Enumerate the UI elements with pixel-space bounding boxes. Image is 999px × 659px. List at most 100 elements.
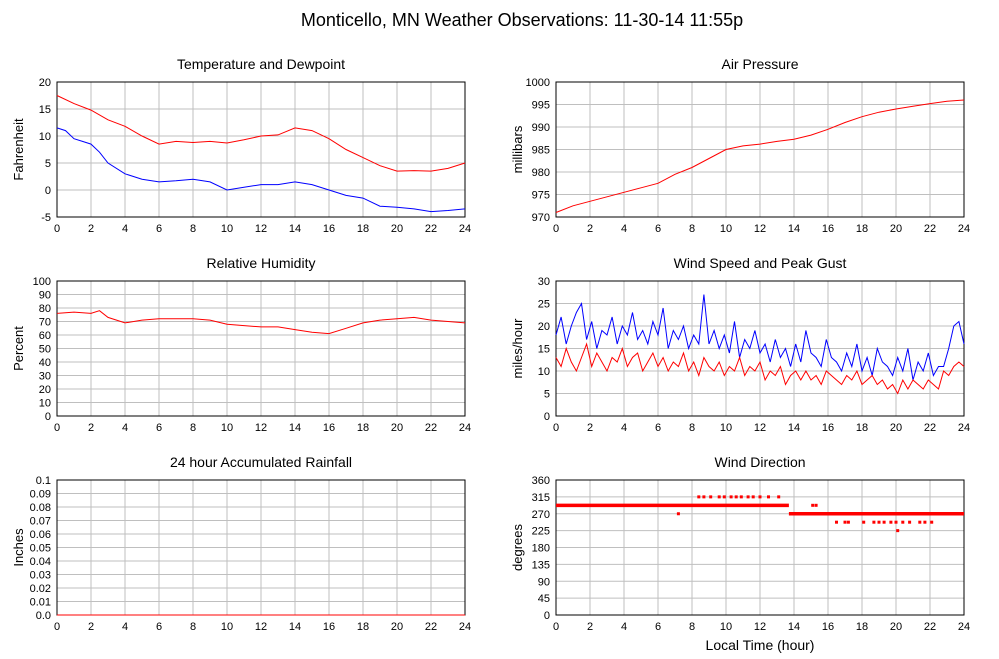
y-tick-label: 0.1	[36, 475, 51, 487]
y-tick-label: 10	[538, 366, 550, 378]
data-point	[709, 495, 713, 499]
x-tick-label: 4	[122, 621, 128, 633]
x-tick-label: 2	[88, 621, 94, 633]
x-tick-label: 18	[357, 422, 369, 434]
x-tick-label: 24	[459, 223, 471, 235]
chart-title: Wind Speed and Peak Gust	[674, 255, 847, 271]
data-point	[896, 529, 900, 533]
x-tick-label: 4	[621, 621, 627, 633]
y-tick-label: 10	[39, 398, 51, 410]
x-tick-label: 12	[255, 621, 267, 633]
data-point	[843, 520, 847, 524]
x-tick-label: 18	[856, 621, 868, 633]
y-tick-label: 15	[538, 344, 550, 356]
chart-title: Wind Direction	[714, 454, 805, 470]
x-tick-label: 12	[754, 621, 766, 633]
data-point	[746, 495, 750, 499]
x-tick-label: 22	[924, 621, 936, 633]
y-tick-label: 0.08	[30, 502, 51, 514]
x-tick-label: 10	[720, 422, 732, 434]
x-axis-label: Local Time (hour)	[706, 637, 815, 653]
y-tick-label: 20	[39, 384, 51, 396]
x-tick-label: 24	[958, 223, 970, 235]
data-point	[795, 512, 799, 516]
y-tick-label: 20	[538, 321, 550, 333]
series-red-line	[56, 310, 466, 335]
x-tick-label: 2	[88, 422, 94, 434]
chart-title: Temperature and Dewpoint	[177, 56, 345, 72]
data-point	[758, 495, 762, 499]
x-tick-label: 22	[425, 422, 437, 434]
y-tick-label: 360	[532, 475, 550, 487]
data-point	[739, 495, 743, 499]
x-tick-label: 10	[221, 621, 233, 633]
y-tick-label: 20	[39, 77, 51, 89]
y-tick-label: 0.01	[30, 597, 51, 609]
y-tick-label: 40	[39, 357, 51, 369]
y-tick-label: 0.03	[30, 570, 51, 582]
x-tick-label: 4	[621, 223, 627, 235]
y-axis-label: Fahrenheit	[11, 118, 26, 181]
x-tick-label: 22	[924, 223, 936, 235]
x-tick-label: 20	[890, 422, 902, 434]
x-tick-label: 16	[323, 621, 335, 633]
y-tick-label: 0.06	[30, 529, 51, 541]
x-tick-label: 12	[255, 223, 267, 235]
y-axis-label: degrees	[510, 524, 525, 571]
data-point	[702, 495, 706, 499]
y-tick-label: 225	[532, 526, 550, 538]
x-tick-label: 16	[323, 422, 335, 434]
chart-title: Relative Humidity	[207, 255, 316, 271]
series-blue-line	[555, 294, 965, 381]
x-tick-label: 6	[156, 223, 162, 235]
x-tick-label: 14	[289, 621, 301, 633]
x-tick-label: 16	[822, 422, 834, 434]
x-tick-label: 20	[391, 422, 403, 434]
data-point	[717, 495, 721, 499]
series-blue-line	[56, 127, 466, 213]
y-tick-label: 90	[538, 576, 550, 588]
y-axis-label: miles/hour	[510, 318, 525, 379]
data-point	[930, 520, 934, 524]
y-tick-label: 180	[532, 543, 550, 555]
y-tick-label: 15	[39, 104, 51, 116]
x-tick-label: 0	[553, 422, 559, 434]
x-tick-label: 0	[553, 621, 559, 633]
data-point	[918, 520, 922, 524]
y-axis-label: Inches	[11, 528, 26, 567]
x-tick-label: 2	[88, 223, 94, 235]
y-tick-label: 30	[39, 371, 51, 383]
x-tick-label: 18	[856, 223, 868, 235]
data-point	[923, 520, 927, 524]
x-tick-label: 12	[754, 422, 766, 434]
y-tick-label: -5	[41, 212, 51, 224]
x-tick-label: 20	[391, 223, 403, 235]
x-tick-label: 18	[357, 223, 369, 235]
x-tick-label: 22	[924, 422, 936, 434]
data-point	[801, 512, 804, 516]
x-tick-label: 6	[655, 422, 661, 434]
y-tick-label: 0	[45, 185, 51, 197]
plot-frame	[555, 479, 965, 616]
page-title: Monticello, MN Weather Observations: 11-…	[301, 10, 743, 30]
plot-frame	[555, 280, 965, 417]
plot-frame	[56, 280, 466, 417]
data-point	[777, 495, 781, 499]
x-tick-label: 16	[822, 223, 834, 235]
y-tick-label: 60	[39, 330, 51, 342]
y-tick-label: 975	[532, 190, 550, 202]
x-tick-label: 20	[391, 621, 403, 633]
x-tick-label: 8	[190, 223, 196, 235]
x-tick-label: 0	[54, 621, 60, 633]
x-tick-label: 24	[958, 621, 970, 633]
y-tick-label: 10	[39, 131, 51, 143]
y-tick-label: 0	[45, 411, 51, 423]
data-point	[889, 520, 893, 524]
x-tick-label: 4	[122, 223, 128, 235]
x-tick-label: 22	[425, 621, 437, 633]
x-tick-label: 10	[221, 223, 233, 235]
